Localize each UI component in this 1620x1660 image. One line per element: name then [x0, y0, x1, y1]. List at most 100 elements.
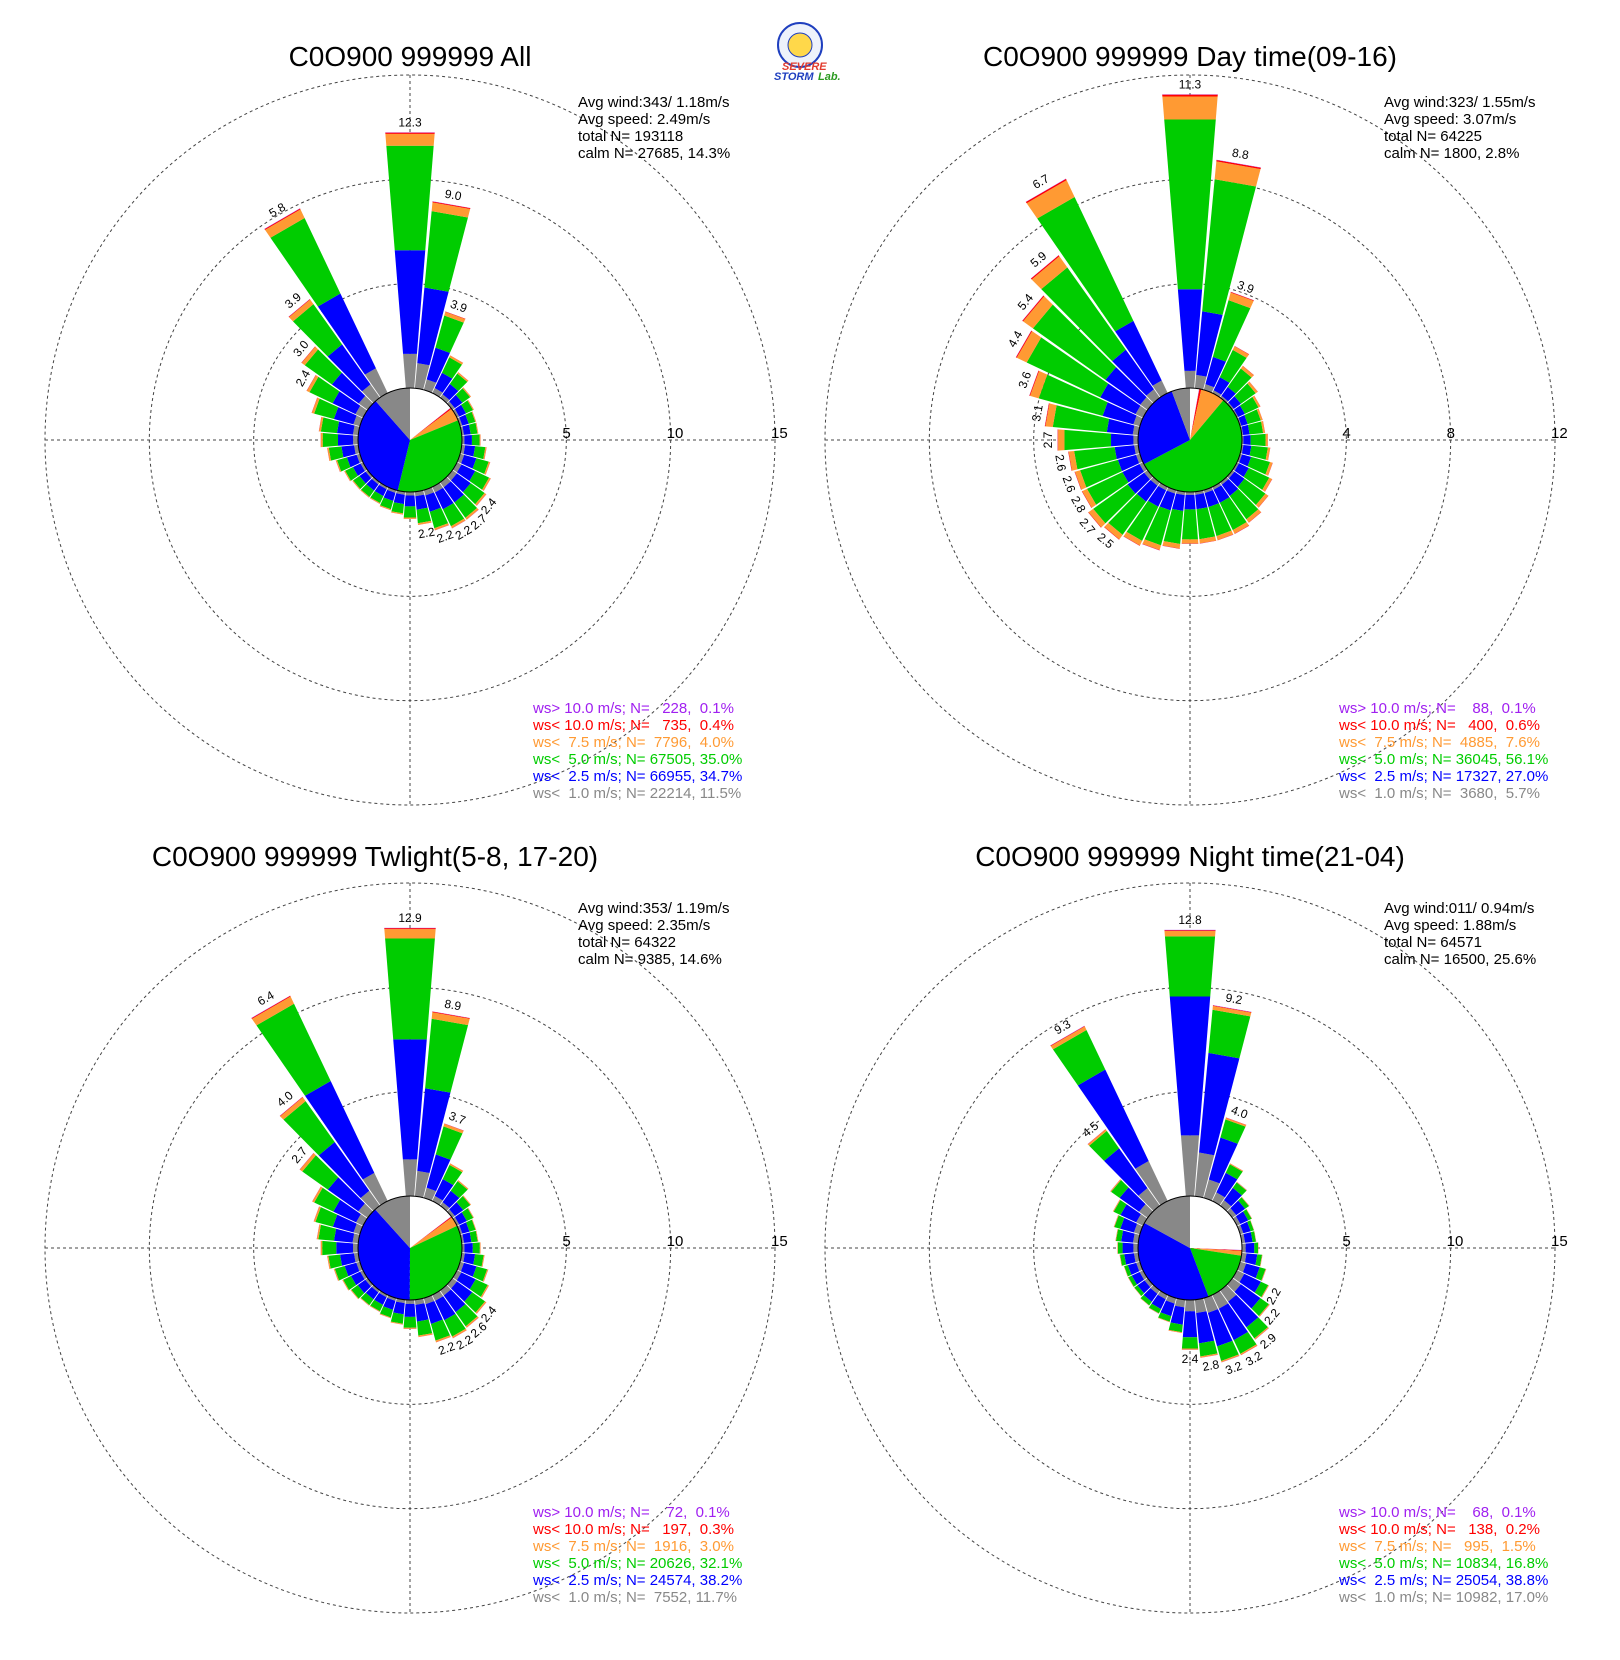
bar-segment: [359, 471, 372, 484]
bar-segment: [464, 435, 472, 445]
bar-segment: [1258, 408, 1263, 420]
bar-segment: [305, 1080, 375, 1180]
bar-segment: [481, 1285, 490, 1298]
bar-segment: [485, 462, 491, 475]
bar-segment: [444, 1313, 466, 1337]
bar-segment: [1268, 462, 1273, 476]
legend-lt10: ws< 10.0 m/s; N= 197, 0.3%: [532, 1521, 734, 1538]
bar-segment: [350, 1290, 359, 1300]
bar-segment: [465, 1316, 479, 1328]
windrose-panel-all: C0O900 999999 All 12.39.03.92.42.72.22.2…: [44, 41, 788, 806]
bar-segment: [362, 384, 380, 403]
bar-segment: [467, 399, 474, 411]
bar-segment: [432, 201, 471, 210]
pie-slice: [410, 388, 451, 440]
stat-calm-n: calm N= 27685, 14.3%: [578, 145, 730, 162]
bar-segment: [1212, 482, 1222, 490]
bar-segment: [1181, 539, 1199, 544]
bar-segment: [350, 1289, 359, 1300]
bar-segment: [1074, 470, 1087, 490]
pie-outline: [357, 1195, 463, 1301]
bar-segment: [404, 1303, 416, 1317]
legend-lt5: ws< 5.0 m/s; N= 36045, 56.1%: [1338, 751, 1548, 768]
windrose-panel-nighttime: C0O900 999999 Night time(21-04) 12.8 9.2 4…: [824, 841, 1568, 1614]
pie-slice: [1144, 400, 1242, 493]
bar-segment: [417, 1088, 451, 1174]
bar-segment: [1164, 119, 1216, 290]
pie-slice: [410, 407, 451, 440]
bar-segment: [334, 1266, 349, 1281]
bar-segment: [1234, 345, 1250, 355]
bar-segment: [1114, 1215, 1125, 1229]
bar-value-label: 12.3: [398, 115, 422, 129]
bar-segment: [461, 1208, 474, 1221]
bar-segment: [1087, 1129, 1107, 1146]
bar-segment: [340, 1253, 356, 1266]
bar-segment: [346, 454, 360, 468]
bar-segment: [369, 497, 381, 504]
pie-slice: [1190, 1248, 1242, 1251]
bar-segment: [360, 489, 370, 498]
bar-segment: [1038, 374, 1108, 416]
bar-segment: [457, 372, 469, 382]
bar-segment: [1251, 1298, 1269, 1316]
bar-segment: [383, 489, 396, 501]
bar-value-label: 8.8: [1231, 146, 1250, 163]
bar-segment: [360, 1292, 374, 1306]
bar-segment: [442, 383, 459, 400]
bar-value-label: 2.7: [1041, 431, 1055, 448]
bar-segment: [425, 1300, 443, 1324]
bar-segment: [299, 1152, 314, 1170]
bar-segment: [403, 517, 417, 519]
bar-segment: [434, 1178, 454, 1201]
bar-segment: [366, 478, 379, 491]
bar-segment: [1254, 1231, 1257, 1242]
bar-segment: [1104, 522, 1123, 540]
bar-segment: [452, 1270, 462, 1281]
bar-segment: [414, 363, 430, 390]
grid-ring: [253, 1091, 567, 1405]
bar-segment: [483, 1269, 489, 1282]
bar-segment: [1267, 447, 1271, 461]
bar-segment: [1228, 1294, 1259, 1328]
bar-segment: [264, 208, 301, 230]
bar-segment: [391, 512, 403, 515]
bar-segment: [352, 425, 360, 436]
bar-segment: [1204, 490, 1219, 508]
bar-segment: [369, 498, 380, 504]
bar-segment: [1199, 1052, 1240, 1156]
bar-segment: [1166, 487, 1177, 494]
bar-segment: [404, 495, 416, 507]
bar-segment: [456, 1272, 476, 1290]
bar-segment: [1244, 409, 1261, 425]
bar-segment: [1134, 1285, 1145, 1296]
bar-value-label: 2.2: [436, 1339, 457, 1358]
bar-segment: [1261, 421, 1265, 434]
bar-segment: [1246, 1209, 1253, 1219]
bar-segment: [327, 447, 330, 461]
bar-segment: [336, 1242, 354, 1254]
bar-segment: [315, 1207, 338, 1227]
bar-segment: [360, 1297, 370, 1306]
bar-segment: [1200, 1353, 1218, 1358]
bar-segment: [1228, 471, 1245, 487]
bar-segment: [288, 298, 310, 317]
bar-segment: [1159, 490, 1176, 511]
bar-segment: [394, 250, 426, 354]
bar-segment: [469, 470, 490, 490]
bar-segment: [417, 520, 432, 525]
ring-label: 12: [1551, 425, 1568, 442]
bar-segment: [1133, 1243, 1139, 1253]
legend-lt2-5: ws< 2.5 m/s; N= 17327, 27.0%: [1338, 768, 1548, 785]
bar-segment: [1217, 1340, 1239, 1361]
bar-segment: [1104, 527, 1120, 540]
bar-segment: [1123, 1266, 1128, 1277]
bar-segment: [457, 1261, 464, 1272]
bar-segment: [1212, 1290, 1229, 1309]
bar-segment: [1163, 509, 1184, 545]
bar-segment: [440, 477, 451, 488]
bar-segment: [1157, 1318, 1170, 1323]
bar-segment: [435, 1335, 451, 1343]
bar-segment: [423, 379, 437, 393]
bar-segment: [1050, 1025, 1085, 1047]
